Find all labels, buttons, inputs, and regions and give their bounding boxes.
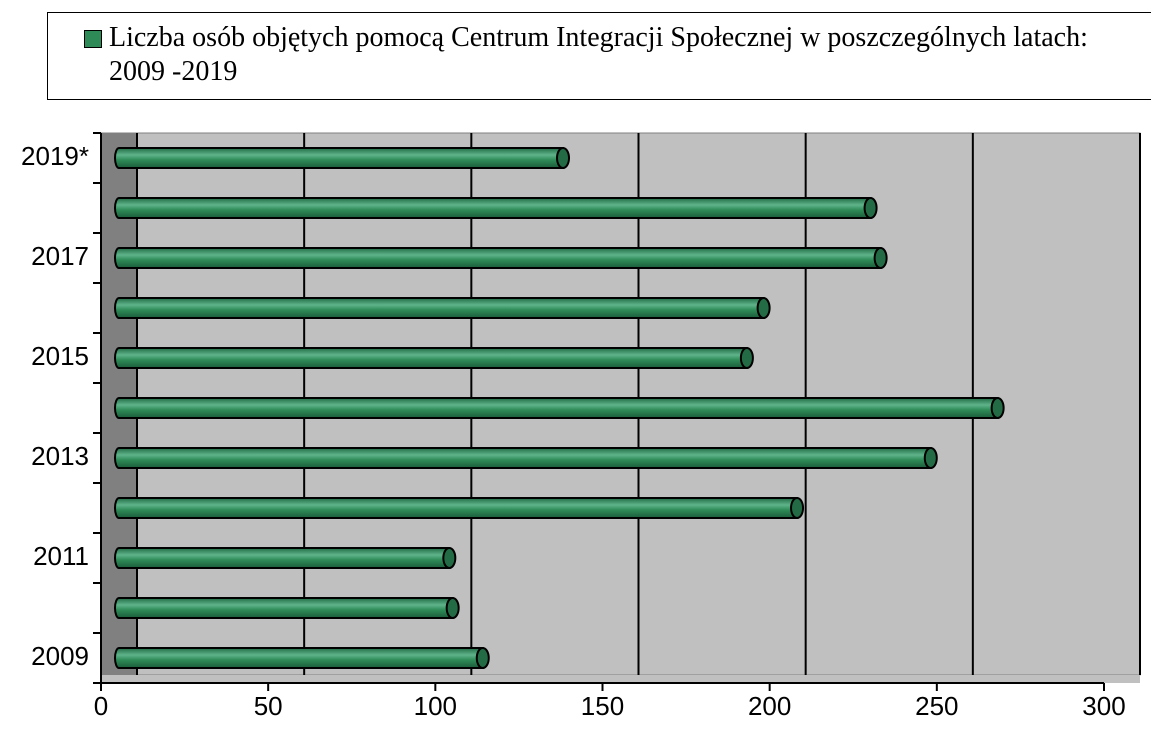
y-tick-label: 2009 [31, 641, 89, 671]
bar [114, 647, 490, 669]
bar [114, 497, 805, 519]
legend-marker [84, 30, 102, 48]
y-tick-label: 2013 [31, 441, 89, 471]
bar [114, 597, 460, 619]
x-tick-label: 300 [1082, 691, 1125, 721]
legend: Liczba osób objętych pomocą Centrum Inte… [47, 12, 1151, 100]
x-tick-label: 50 [254, 691, 283, 721]
bar [114, 347, 754, 369]
bar [114, 147, 571, 169]
bar [114, 297, 771, 319]
bar [114, 447, 938, 469]
y-tick-label: 2015 [31, 341, 89, 371]
x-tick-label: 200 [748, 691, 791, 721]
y-tick-label: 2019* [21, 141, 89, 171]
y-tick-label: 2011 [33, 541, 89, 571]
y-tick-label: 2017 [31, 241, 89, 271]
x-tick-label: 100 [414, 691, 457, 721]
x-tick-label: 0 [94, 691, 108, 721]
bar [114, 397, 1005, 419]
bar [114, 547, 457, 569]
legend-label: Liczba osób objętych pomocą Centrum Inte… [109, 22, 1088, 87]
x-tick-label: 250 [915, 691, 958, 721]
floor [101, 675, 1140, 683]
bar [114, 197, 878, 219]
bar [114, 247, 888, 269]
x-tick-label: 150 [581, 691, 624, 721]
